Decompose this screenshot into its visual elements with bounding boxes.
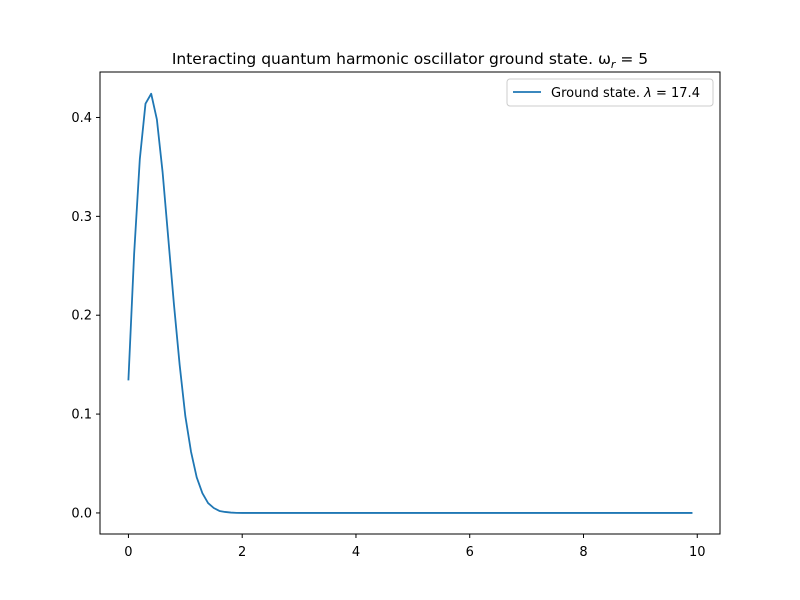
y-tick-label: 0.0 <box>71 506 92 521</box>
plot-frame <box>99 71 721 535</box>
y-tick-label: 0.1 <box>71 408 92 423</box>
x-tick-label: 4 <box>352 545 360 560</box>
x-tick-label: 8 <box>579 545 587 560</box>
legend: Ground state. λ = 17.4 <box>506 78 714 107</box>
chart-title: Interacting quantum harmonic oscillator … <box>172 50 648 71</box>
y-tick-label: 0.2 <box>71 309 92 324</box>
series-line-ground-state <box>127 92 693 514</box>
x-tick-label: 2 <box>238 545 246 560</box>
legend-box <box>506 78 714 107</box>
y-tick-label: 0.4 <box>71 111 92 126</box>
y-axis: 0.0 0.1 0.2 0.3 0.4 <box>71 111 100 521</box>
y-tick-label: 0.3 <box>71 210 92 225</box>
x-tick-label: 0 <box>124 545 132 560</box>
x-axis: 0 2 4 6 8 10 <box>124 534 706 560</box>
x-tick-label: 6 <box>466 545 474 560</box>
x-tick-label: 10 <box>689 545 706 560</box>
legend-label: Ground state. λ = 17.4 <box>551 86 700 101</box>
